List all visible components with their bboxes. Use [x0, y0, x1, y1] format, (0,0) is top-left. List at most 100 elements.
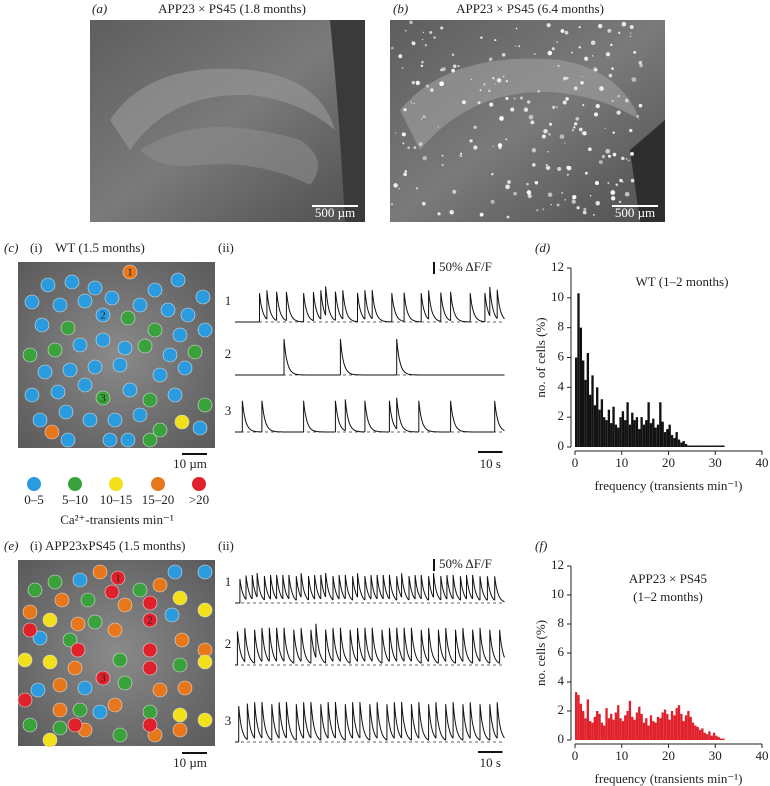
plaque: [420, 64, 424, 68]
plaque: [461, 100, 466, 105]
calcium-transient: [433, 573, 442, 601]
cell: [58, 404, 74, 420]
bar: [596, 387, 599, 447]
plaque: [565, 76, 569, 80]
bar: [607, 409, 611, 447]
plaque: [437, 126, 440, 128]
calcium-transient: [472, 629, 481, 664]
bar: [703, 732, 706, 740]
trace-label: 3: [225, 713, 232, 728]
x-tick-label: 10: [615, 455, 628, 470]
calcium-transient: [479, 576, 488, 601]
cell: [22, 604, 38, 620]
calcium-transient: [459, 576, 467, 601]
cell: [172, 722, 188, 738]
plaque: [533, 52, 536, 55]
plaque: [584, 171, 588, 175]
bar: [666, 713, 669, 740]
panel-label: (e): [4, 538, 18, 553]
plaque: [421, 201, 426, 206]
panel-label: (f): [535, 538, 547, 553]
plaque: [584, 56, 589, 61]
plaque: [615, 183, 618, 186]
bar: [670, 435, 674, 447]
cell: [67, 717, 83, 733]
bar: [626, 711, 629, 740]
cell: [92, 564, 108, 580]
bar: [684, 444, 688, 447]
plaque: [608, 154, 612, 158]
cell: [187, 344, 203, 360]
bar: [582, 360, 585, 447]
calcium-transient: [285, 291, 304, 323]
plaque: [515, 27, 518, 30]
cell: [107, 697, 123, 713]
plaque: [390, 203, 394, 206]
panel-label: (a): [92, 1, 107, 16]
bar: [680, 713, 683, 740]
cell: [95, 670, 111, 686]
calcium-transient: [371, 289, 392, 323]
bar: [698, 445, 702, 447]
cell: [47, 574, 63, 590]
calcium-transient: [342, 290, 358, 323]
bar: [691, 722, 695, 740]
calcium-transient: [254, 702, 263, 739]
cell: [72, 702, 88, 718]
calcium-transient: [310, 701, 322, 741]
plaque: [565, 165, 570, 169]
scale-label: 500 µm: [615, 205, 655, 220]
plaque: [532, 163, 536, 167]
plaque: [592, 67, 598, 72]
calcium-transient: [263, 575, 271, 600]
plaque: [582, 131, 587, 136]
chart-title: WT (1–2 months): [636, 274, 729, 289]
bar: [589, 721, 592, 740]
plaque: [550, 203, 552, 206]
cell: [32, 630, 48, 646]
plaque: [459, 154, 463, 158]
calcium-transient: [455, 629, 464, 664]
calcium-transient: [396, 338, 505, 376]
calcium-transient: [381, 629, 390, 664]
bar: [659, 402, 662, 447]
calcium-transient: [364, 627, 373, 662]
plaque: [536, 209, 539, 212]
bar: [617, 705, 620, 740]
plaque: [420, 60, 424, 64]
cell: [142, 642, 158, 658]
bar: [715, 445, 718, 447]
plaque: [589, 194, 592, 197]
x-tick-label: 40: [756, 748, 769, 763]
x-tick-label: 0: [572, 748, 579, 763]
cell: [110, 570, 126, 586]
y-tick-label: 6: [558, 348, 565, 363]
cell: [112, 727, 128, 743]
calcium-transient: [414, 575, 422, 600]
plaque: [528, 114, 534, 120]
bar: [621, 721, 625, 740]
plaque: [395, 132, 397, 134]
calcium-transient: [320, 574, 327, 599]
plaque: [402, 142, 405, 145]
bar: [687, 711, 690, 740]
cell: [197, 712, 213, 728]
scale-label: 10 µm: [173, 456, 207, 471]
cell: [107, 622, 123, 638]
plaque: [391, 46, 394, 50]
bar: [682, 441, 685, 447]
plaque: [621, 156, 625, 161]
bar: [647, 725, 650, 740]
bar: [603, 725, 606, 740]
plaque: [398, 187, 400, 190]
bar: [575, 692, 578, 740]
calcium-transient: [239, 578, 247, 603]
bar: [600, 722, 604, 740]
df-scale-label: 50% ΔF/F: [439, 259, 492, 274]
cell-number: 3: [100, 393, 106, 405]
plaque: [556, 41, 559, 44]
cell-map: 1 2 3: [17, 564, 213, 748]
plaque: [629, 25, 634, 29]
plaque: [561, 191, 564, 194]
plaque: [430, 88, 434, 92]
